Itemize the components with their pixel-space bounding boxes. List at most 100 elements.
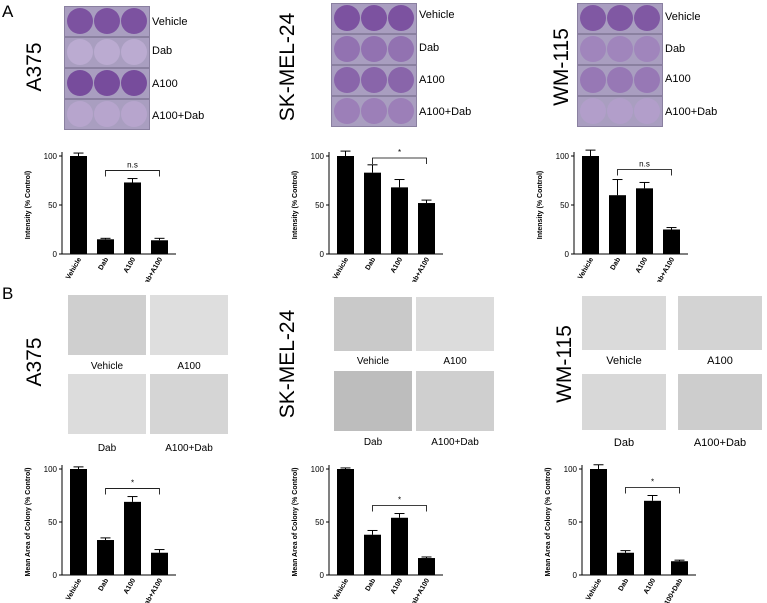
colony-area-chart-skmel24: Mean Area of Colony (% Control) 0 50 100 Veh… [292, 465, 443, 603]
stained-well [94, 101, 120, 127]
stained-well [634, 36, 660, 62]
micrograph-a100 [678, 296, 762, 350]
stained-well [334, 36, 360, 62]
micrograph-vehicle [334, 297, 412, 351]
significance-label: n.s [127, 161, 138, 170]
bar [70, 469, 87, 575]
micrograph-a100 [150, 295, 228, 355]
significance-bracket [372, 157, 427, 164]
well-row [331, 3, 417, 34]
micrograph-label-a100: A100 [177, 361, 201, 372]
stained-well [607, 67, 633, 93]
micrograph-dab [68, 374, 146, 434]
stained-well [361, 36, 387, 62]
significance-bracket [625, 487, 680, 494]
category-label: A100+Dab [661, 578, 684, 603]
category-label: Vehicle [585, 577, 603, 601]
y-tick-label: 50 [48, 201, 57, 210]
bar [609, 195, 626, 254]
well-label-vehicle: Vehicle [665, 11, 701, 23]
y-tick-label: 50 [315, 201, 324, 210]
well-row [577, 3, 663, 34]
stained-well [580, 98, 606, 124]
bar [70, 156, 87, 254]
stained-well [388, 36, 414, 62]
bar [663, 229, 680, 254]
cell-line-label-skmel24-b: SK-MEL-24 [276, 309, 299, 419]
cell-line-label-a375-a: A375 [23, 42, 46, 92]
stained-well [607, 36, 633, 62]
y-tick-label: 100 [311, 465, 325, 474]
category-label: Dab+A100 [141, 256, 164, 282]
colony-area-chart-wm115: Mean Area of Colony (% Control) 0 50 100 Veh… [545, 464, 696, 603]
y-tick-label: 0 [320, 250, 325, 259]
bar [590, 469, 607, 575]
colony-area-chart-a375: Mean Area of Colony (% Control) 0 50 100 Veh… [25, 465, 176, 603]
well-label-a100: A100 [419, 74, 445, 86]
stained-well [388, 98, 414, 124]
bar [151, 552, 168, 575]
stained-well [388, 67, 414, 93]
well-row [64, 99, 150, 130]
bar [644, 500, 661, 575]
y-tick-label: 0 [565, 250, 570, 259]
bar [418, 558, 435, 575]
intensity-chart-a375: Intensity (% Control) 0 50 100 Vehicle Dab A10… [25, 152, 176, 282]
bar [364, 534, 381, 575]
stained-well [94, 8, 120, 34]
category-label: Vehicle [65, 577, 83, 601]
well-label-a100: A100 [665, 73, 691, 85]
stained-well [121, 70, 147, 96]
y-tick-label: 50 [315, 518, 324, 527]
y-tick-label: 0 [573, 571, 578, 580]
category-label: Dab [610, 257, 623, 272]
micrograph-label-vehicle: Vehicle [356, 356, 390, 367]
significance-label: * [398, 148, 401, 157]
category-label: Vehicle [332, 577, 350, 601]
well-row [331, 96, 417, 127]
stained-well [334, 5, 360, 31]
micrograph-a100-dab [416, 371, 494, 431]
crystal-violet-plate-skmel24 [331, 3, 417, 127]
significance-label: * [131, 479, 134, 488]
micrograph-a100 [416, 297, 494, 351]
well-label-a100-dab: A100+Dab [665, 106, 718, 118]
micrograph-a100-dab [678, 374, 762, 430]
significance-bracket [105, 488, 160, 495]
category-label: Dab+A100 [408, 577, 431, 603]
micrograph-dab [334, 371, 412, 431]
stained-well [634, 67, 660, 93]
category-label: Dab [365, 578, 378, 593]
bar [124, 501, 141, 575]
stained-well [361, 67, 387, 93]
micrograph-vehicle [68, 295, 146, 355]
intensity-chart-skmel24: Intensity (% Control) 0 50 100 Vehicle Dab A10… [292, 148, 443, 282]
bar [337, 156, 354, 254]
y-tick-label: 100 [44, 465, 58, 474]
bar [337, 469, 354, 575]
stained-well [94, 39, 120, 65]
bar [636, 188, 653, 254]
stained-well [67, 70, 93, 96]
stained-well [94, 70, 120, 96]
stained-well [580, 67, 606, 93]
stained-well [121, 39, 147, 65]
micrograph-label-a100-dab: A100+Dab [165, 443, 213, 454]
bar [582, 156, 599, 254]
y-axis-label: Mean Area of Colony (% Control) [545, 467, 552, 576]
micrograph-label-vehicle: Vehicle [90, 361, 124, 372]
bar [151, 240, 168, 254]
stained-well [67, 101, 93, 127]
y-tick-label: 100 [311, 152, 325, 161]
bar [124, 182, 141, 254]
bar [391, 187, 408, 254]
category-label: A100 [123, 577, 137, 595]
well-label-a100-dab: A100+Dab [152, 110, 205, 122]
y-tick-label: 50 [568, 518, 577, 527]
category-label: Dab [98, 257, 111, 272]
cell-line-label-a375-b: A375 [23, 337, 46, 387]
y-tick-label: 100 [556, 152, 570, 161]
well-row [64, 37, 150, 68]
stained-well [634, 98, 660, 124]
well-label-dab: Dab [665, 43, 686, 55]
